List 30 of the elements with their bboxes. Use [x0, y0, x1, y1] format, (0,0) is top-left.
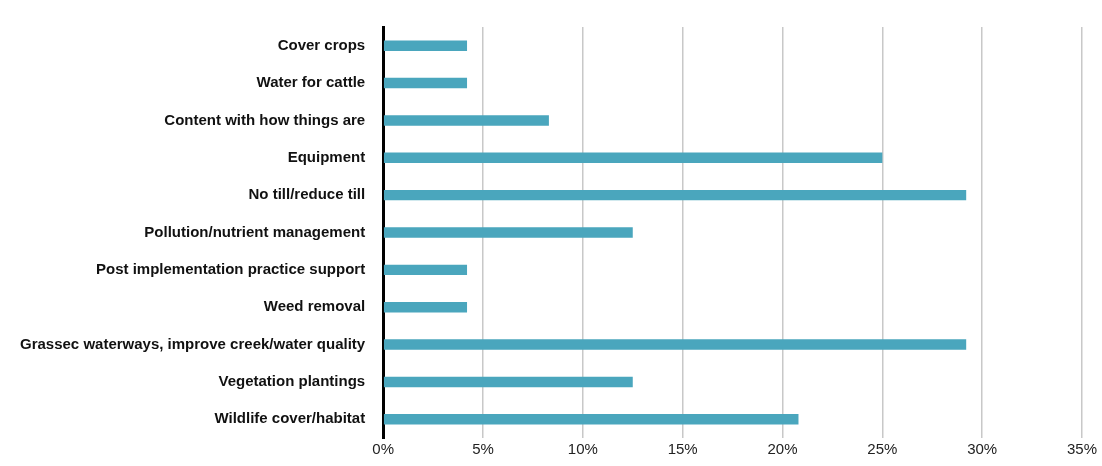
y-tick-label: Pollution/nutrient management: [144, 222, 366, 240]
y-tick-label: Post implementation practice support: [95, 260, 366, 277]
y-tick-label: No till/reduce till: [248, 185, 366, 203]
x-tick-label: 35%: [1066, 440, 1098, 458]
y-tick-label: Weed removal: [263, 297, 366, 315]
bar: [383, 227, 633, 238]
x-tick-label: 10%: [567, 440, 598, 458]
bar: [383, 376, 633, 388]
y-tick-label: Content with how things are: [164, 110, 366, 128]
y-tick-label: Vegetation plantings: [218, 372, 366, 390]
y-tick-label: Water for cattle: [256, 73, 366, 91]
x-tick-label: 0%: [372, 440, 395, 458]
bar: [383, 189, 967, 201]
y-tick-label: Wildlife cover/habitat: [214, 409, 366, 427]
x-tick-label: 5%: [472, 440, 494, 458]
y-tick-label: Equipment: [287, 147, 366, 165]
x-tick-label: 15%: [667, 440, 698, 458]
bar: [383, 40, 468, 51]
x-tick-label: 25%: [867, 440, 898, 458]
bar: [383, 302, 468, 313]
bar: [383, 152, 883, 163]
y-tick-label: Grassec waterways, improve creek/water quality: [20, 334, 366, 352]
bar: [383, 414, 799, 425]
bar: [383, 264, 468, 276]
bar: [383, 339, 967, 350]
x-tick-label: 30%: [967, 440, 998, 458]
bar: [383, 115, 549, 126]
x-tick-label: 20%: [767, 440, 798, 458]
y-tick-label: Cover crops: [277, 35, 366, 53]
bar: [383, 77, 468, 89]
